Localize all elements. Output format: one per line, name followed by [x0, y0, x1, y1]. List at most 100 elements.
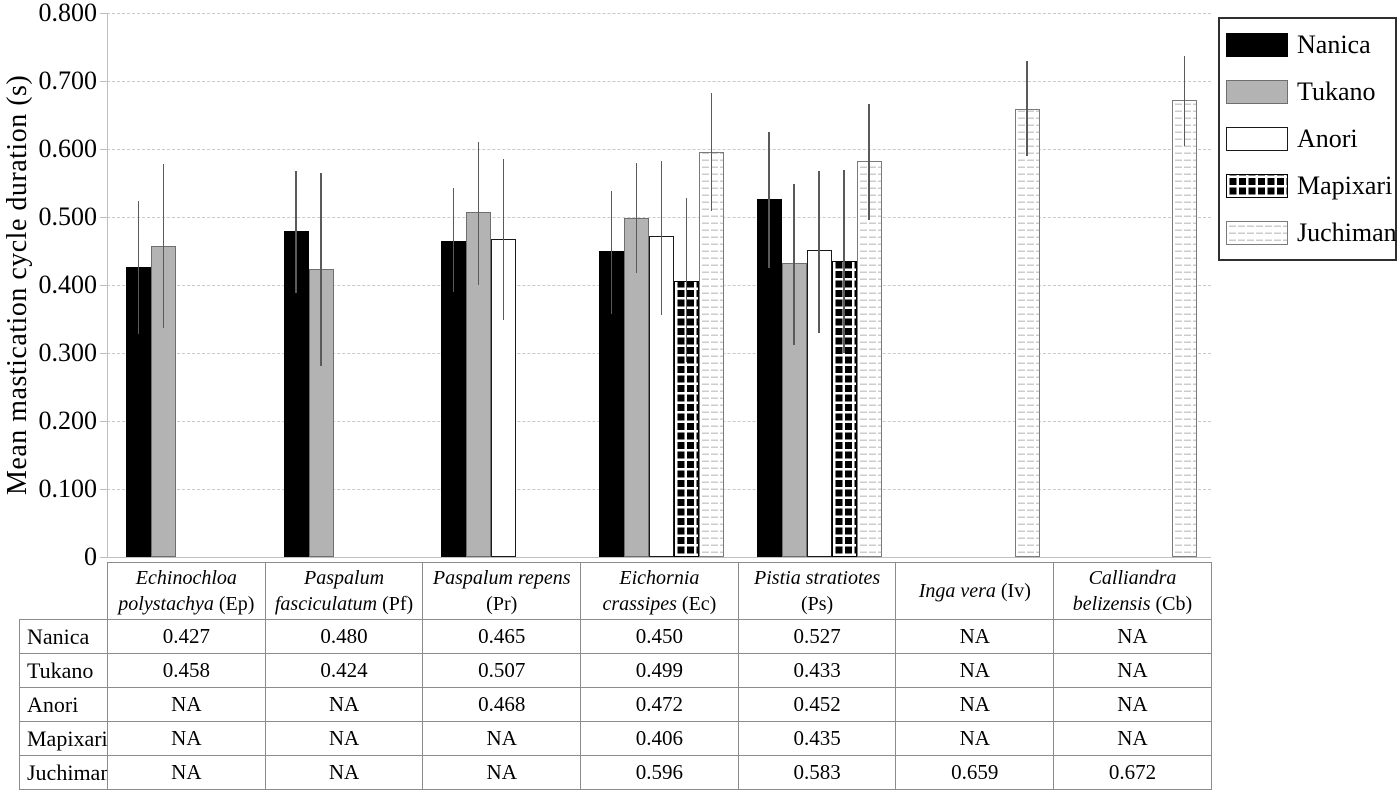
- y-axis-line: [107, 13, 108, 557]
- table-cell-nanica-iv: NA: [896, 620, 1055, 654]
- species-name: Paspalum repens (Pr): [432, 567, 571, 615]
- table-col-header-pf: Paspalum fasciculatum (Pf): [265, 562, 424, 620]
- table-cell-mapixari-ec: 0.406: [581, 722, 739, 756]
- bar-juchiman-ps: [856, 160, 882, 557]
- bar-nanica-pr: [441, 240, 467, 557]
- y-tick-label: 0.100: [38, 474, 98, 503]
- bar-mapixari-ec: [674, 280, 700, 557]
- error-bar-nanica-ps: [768, 132, 770, 268]
- legend-label: Anori: [1297, 123, 1358, 153]
- table-cell-mapixari-ps: 0.435: [738, 722, 897, 756]
- y-tick: [100, 81, 107, 82]
- table-col-header-cb: Calliandra belizensis (Cb): [1054, 562, 1212, 620]
- y-tick-label: 0.800: [38, 0, 98, 27]
- y-tick: [100, 285, 107, 286]
- bar-juchiman-cb: [1172, 100, 1198, 557]
- table-row-header-nanica: Nanica: [19, 620, 108, 654]
- legend-label: Nanica: [1297, 29, 1371, 59]
- species-name: Echinochloa polystachya (Ep): [118, 567, 255, 615]
- table-cell-anori-cb: NA: [1054, 688, 1212, 722]
- table-cell-mapixari-iv: NA: [896, 722, 1055, 756]
- species-name: Paspalum fasciculatum (Pf): [274, 567, 414, 615]
- legend-entry-juchiman: Juchiman: [1220, 220, 1397, 246]
- table-cell-tukano-pf: 0.424: [265, 654, 424, 688]
- table-cell-juchiman-ps: 0.583: [738, 756, 897, 790]
- y-tick: [100, 353, 107, 354]
- legend-entry-anori: Anori: [1220, 123, 1395, 153]
- legend: Nanica Tukano Anori Mapixari Juchiman: [1218, 17, 1397, 261]
- error-bar-juchiman-cb: [1183, 55, 1186, 146]
- y-gridline: [107, 149, 1211, 150]
- legend-swatch-tukano-icon: [1226, 79, 1288, 104]
- x-axis-line: [100, 557, 1211, 558]
- table-cell-anori-ec: 0.472: [581, 688, 739, 722]
- table-cell-anori-pf: NA: [265, 688, 424, 722]
- table-cell-tukano-ep: 0.458: [108, 654, 266, 688]
- y-tick: [100, 13, 107, 14]
- error-bar-tukano-ep: [162, 163, 164, 328]
- error-bar-anori-pr: [502, 159, 505, 321]
- y-tick: [100, 489, 107, 490]
- table-cell-nanica-ec: 0.450: [581, 620, 739, 654]
- table-cell-mapixari-pr: NA: [423, 722, 582, 756]
- table-row-header-juchiman: Juchiman: [19, 756, 108, 790]
- error-bar-mapixari-ec: [685, 197, 688, 362]
- y-gridline: [107, 81, 1211, 82]
- error-bar-tukano-pr: [477, 141, 480, 285]
- y-tick: [100, 149, 107, 150]
- table-cell-mapixari-ep: NA: [108, 722, 266, 756]
- table-col-header-ep: Echinochloa polystachya (Ep): [108, 562, 266, 620]
- bar-juchiman-iv: [1014, 108, 1040, 557]
- table-cell-nanica-ps: 0.527: [738, 620, 897, 654]
- table-row-header-tukano: Tukano: [19, 654, 108, 688]
- legend-entry-mapixari: Mapixari: [1220, 173, 1395, 199]
- error-bar-nanica-ec: [610, 191, 613, 314]
- y-tick-label: 0.400: [38, 270, 98, 299]
- table-col-header-iv: Inga vera (Iv): [896, 562, 1055, 620]
- species-name: Inga vera (Iv): [918, 580, 1031, 602]
- table-row-header-mapixari: Mapixari: [19, 722, 108, 756]
- table-cell-juchiman-iv: 0.659: [896, 756, 1055, 790]
- error-bar-anori-ps: [818, 171, 820, 334]
- table-cell-juchiman-pr: NA: [423, 756, 582, 790]
- table-col-header-ps: Pistia stratiotes (Ps): [738, 562, 897, 620]
- table-col-header-pr: Paspalum repens (Pr): [423, 562, 582, 620]
- table-cell-anori-ps: 0.452: [738, 688, 897, 722]
- y-tick-label: 0.300: [38, 338, 98, 367]
- table-cell-mapixari-cb: NA: [1054, 722, 1212, 756]
- species-name: Calliandra belizensis (Cb): [1072, 567, 1193, 615]
- bar-mapixari-ps: [831, 261, 857, 557]
- y-tick: [100, 421, 107, 422]
- legend-entry-nanica: Nanica: [1220, 29, 1395, 59]
- legend-entry-tukano: Tukano: [1220, 76, 1395, 106]
- error-bar-mapixari-ps: [843, 170, 845, 353]
- table-cell-tukano-pr: 0.507: [423, 654, 582, 688]
- table-corner-cell: [19, 562, 108, 620]
- table-cell-anori-pr: 0.468: [423, 688, 582, 722]
- error-bar-nanica-pr: [452, 187, 455, 292]
- bar-juchiman-ec: [699, 151, 725, 557]
- table-cell-juchiman-ep: NA: [108, 756, 266, 790]
- y-tick: [100, 217, 107, 218]
- error-bar-juchiman-iv: [1026, 61, 1028, 157]
- table-cell-nanica-pr: 0.465: [423, 620, 582, 654]
- species-name: Eichornia crassipes (Ec): [602, 567, 717, 615]
- bar-tukano-ec: [624, 217, 650, 557]
- legend-label: Tukano: [1297, 76, 1376, 106]
- table-col-header-ec: Eichornia crassipes (Ec): [581, 562, 739, 620]
- error-bar-juchiman-ec: [710, 93, 713, 211]
- error-bar-anori-ec: [660, 160, 663, 315]
- table-cell-anori-iv: NA: [896, 688, 1055, 722]
- error-bar-juchiman-ps: [868, 104, 870, 221]
- table-row-header-anori: Anori: [19, 688, 108, 722]
- legend-swatch-anori-icon: [1226, 126, 1288, 151]
- species-name: Pistia stratiotes (Ps): [754, 567, 881, 615]
- error-bar-nanica-pf: [295, 170, 297, 294]
- table-cell-nanica-cb: NA: [1054, 620, 1212, 654]
- legend-swatch-juchiman-icon: [1226, 221, 1288, 246]
- table-cell-juchiman-ec: 0.596: [581, 756, 739, 790]
- table-cell-tukano-iv: NA: [896, 654, 1055, 688]
- table-cell-anori-ep: NA: [108, 688, 266, 722]
- legend-swatch-mapixari-icon: [1226, 174, 1288, 199]
